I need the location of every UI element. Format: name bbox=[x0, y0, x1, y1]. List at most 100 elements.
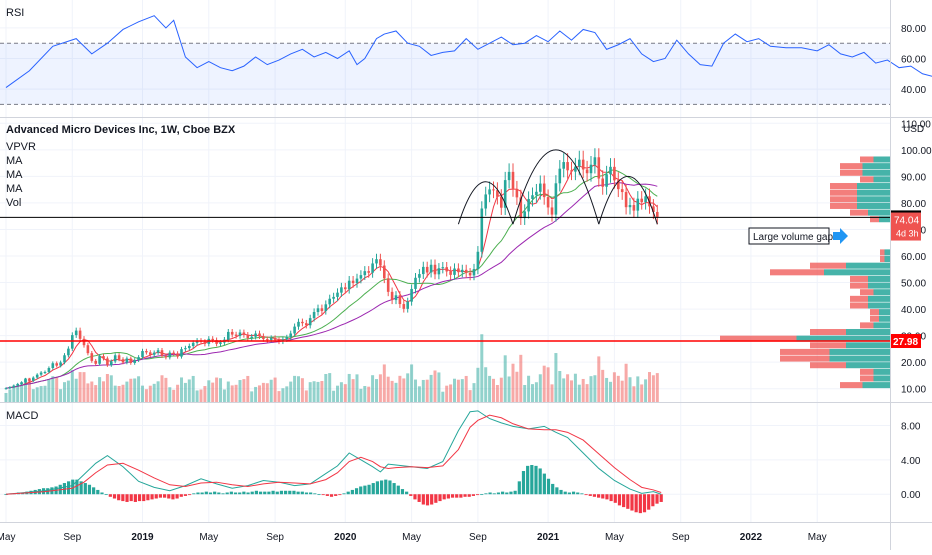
macd-histogram-bar bbox=[409, 494, 413, 496]
macd-histogram-bar bbox=[117, 494, 121, 501]
volume-profile-bar-down bbox=[830, 196, 857, 203]
candle-body bbox=[35, 374, 39, 378]
volume-bar bbox=[371, 375, 375, 402]
macd-histogram-bar bbox=[642, 494, 647, 513]
volume-bar bbox=[63, 382, 66, 402]
macd-histogram-bar bbox=[296, 491, 300, 495]
macd-histogram-bar bbox=[567, 492, 571, 495]
macd-histogram-bar bbox=[651, 494, 655, 507]
macd-histogram-bar bbox=[284, 490, 288, 495]
candle-body bbox=[620, 189, 624, 193]
macd-title: MACD bbox=[6, 410, 38, 422]
volume-bar bbox=[82, 372, 86, 402]
candle-body bbox=[4, 388, 8, 390]
candle bbox=[656, 204, 659, 225]
volume-bar bbox=[336, 385, 339, 402]
macd-histogram-bar bbox=[162, 494, 167, 498]
volume-bar bbox=[304, 390, 308, 402]
time-axis-label: 2021 bbox=[537, 532, 560, 543]
macd-histogram-bar bbox=[367, 484, 371, 495]
candle bbox=[340, 282, 343, 297]
volume-bar bbox=[398, 375, 402, 402]
macd-histogram-bar bbox=[129, 494, 133, 502]
candle-body bbox=[398, 295, 402, 305]
candle bbox=[531, 187, 534, 207]
volume-profile-bar-up bbox=[879, 315, 890, 322]
candle-body bbox=[437, 268, 441, 275]
candle-body bbox=[227, 331, 230, 340]
candle-body bbox=[32, 377, 35, 381]
volume-bar bbox=[180, 377, 183, 402]
candle bbox=[152, 350, 156, 357]
annotation-box[interactable] bbox=[748, 227, 830, 245]
candle bbox=[176, 351, 179, 359]
volume-profile-bar-up bbox=[857, 196, 890, 203]
macd-histogram-bar bbox=[279, 490, 284, 495]
volume-profile-bar-up bbox=[873, 375, 890, 382]
volume-bar bbox=[460, 379, 464, 402]
candle-body bbox=[328, 298, 331, 305]
price-tick-label: 100.00 bbox=[901, 146, 932, 157]
macd-histogram-bar bbox=[438, 494, 442, 502]
volume-bar bbox=[141, 385, 144, 402]
volume-profile-bar-up bbox=[884, 256, 890, 263]
macd-histogram-bar bbox=[200, 492, 204, 495]
candle-body bbox=[496, 190, 499, 197]
candle-body bbox=[656, 211, 659, 218]
candle bbox=[527, 191, 530, 219]
macd-histogram-bar bbox=[538, 468, 542, 495]
candle bbox=[227, 329, 230, 343]
macd-histogram-bar bbox=[334, 494, 338, 496]
candle bbox=[379, 253, 382, 271]
volume-bar bbox=[293, 375, 297, 402]
candle bbox=[20, 381, 23, 386]
volume-bar bbox=[511, 363, 515, 402]
arrow-icon bbox=[833, 228, 848, 244]
candle bbox=[425, 261, 429, 278]
candle-body bbox=[464, 269, 468, 274]
candle bbox=[585, 160, 589, 182]
volume-bar bbox=[628, 377, 632, 402]
volume-profile-bar-down bbox=[810, 329, 846, 336]
volume-bar bbox=[449, 384, 453, 402]
legend-vol: Vol bbox=[6, 197, 21, 209]
candle bbox=[250, 333, 253, 341]
volume-bar bbox=[55, 376, 59, 402]
volume-bar bbox=[476, 367, 480, 402]
volume-bar bbox=[351, 379, 355, 402]
candle-body bbox=[379, 259, 382, 266]
volume-profile-bar-down bbox=[850, 275, 868, 282]
volume-bar bbox=[515, 371, 519, 402]
volume-bar bbox=[191, 375, 195, 402]
candle bbox=[344, 282, 347, 294]
candle-body bbox=[74, 330, 78, 336]
time-axis-label: 2019 bbox=[131, 532, 154, 543]
candle-body bbox=[511, 171, 515, 189]
macd-histogram-bar bbox=[213, 491, 217, 495]
volume-profile-bar-up bbox=[829, 348, 890, 355]
macd-histogram-bar bbox=[71, 479, 75, 495]
candle bbox=[117, 353, 121, 362]
time-axis-label: May bbox=[808, 532, 827, 543]
volume-bar bbox=[546, 367, 550, 402]
candle-body bbox=[219, 342, 222, 344]
macd-histogram-bar bbox=[154, 494, 158, 499]
candle-body bbox=[336, 292, 339, 297]
price-level-label: 27.98 bbox=[893, 337, 918, 348]
candle-body bbox=[98, 356, 101, 364]
macd-histogram-bar bbox=[530, 465, 534, 495]
candle bbox=[121, 357, 125, 365]
candle-body bbox=[359, 275, 363, 279]
candle-body bbox=[566, 162, 569, 171]
price-tick-label: 50.00 bbox=[901, 279, 926, 290]
candle-body bbox=[254, 333, 257, 337]
volume-bar bbox=[254, 386, 258, 402]
candle-body bbox=[492, 189, 495, 191]
candle-body bbox=[422, 266, 425, 275]
volume-bar bbox=[250, 391, 254, 402]
candle-body bbox=[347, 280, 351, 290]
candle-body bbox=[581, 159, 585, 170]
volume-bar bbox=[66, 380, 70, 402]
price-tick-label: 20.00 bbox=[901, 358, 926, 369]
volume-profile-bar-down bbox=[860, 156, 874, 163]
